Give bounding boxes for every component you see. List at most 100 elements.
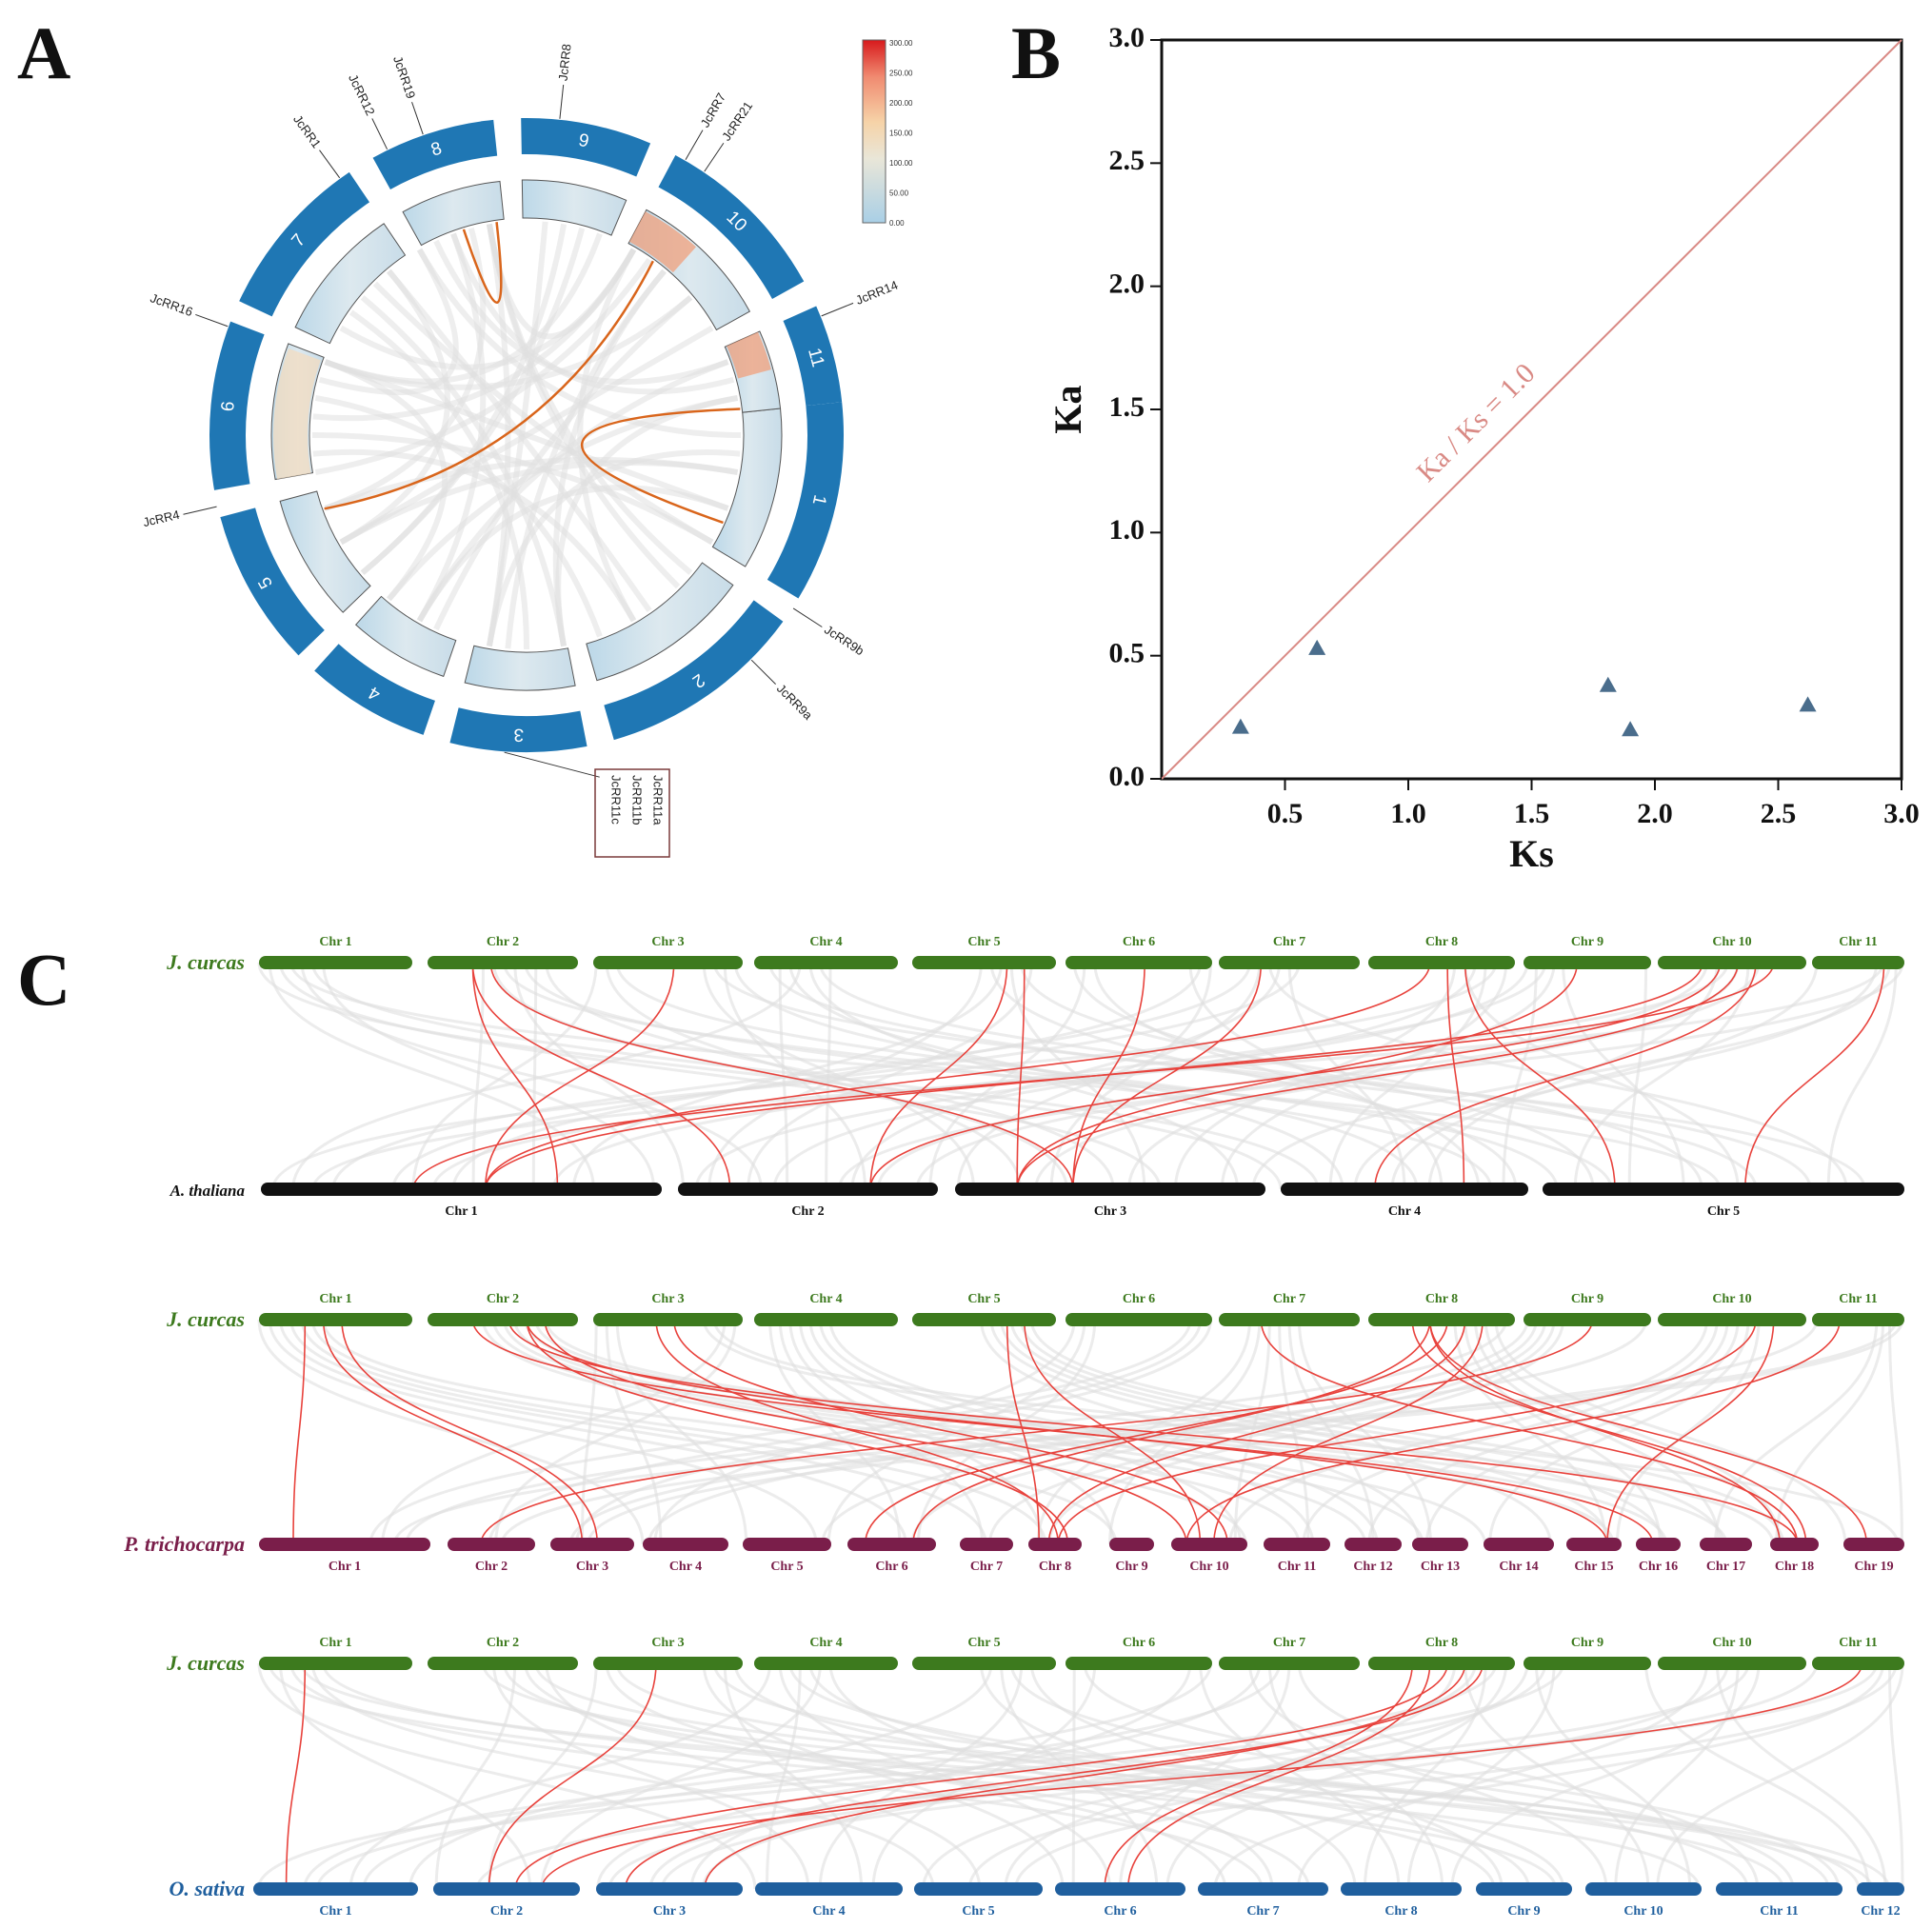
comparison-chromosome (1264, 1538, 1330, 1551)
background-link (360, 227, 586, 575)
background-link (322, 962, 656, 1190)
gene-label: JcRR8 (556, 43, 574, 81)
background-link (1614, 1662, 1740, 1890)
synteny-link (1072, 962, 1145, 1190)
background-link (1656, 1662, 1904, 1890)
duplication-link (462, 222, 503, 304)
gene-tick (371, 118, 388, 150)
gene-label: JcRR9b (822, 623, 866, 659)
jcurcas-chromosome (912, 1657, 1056, 1670)
background-link (310, 1319, 1118, 1545)
jcurcas-chr-label: Chr 1 (319, 1636, 351, 1650)
background-link (268, 962, 595, 1190)
background-link (486, 223, 511, 647)
comparison-chr-label: Chr 10 (1623, 1904, 1663, 1919)
background-link (1363, 1662, 1487, 1890)
comparison-chr-label: Chr 16 (1639, 1560, 1678, 1574)
comparison-chromosome (914, 1882, 1043, 1896)
chromosome-segment-4 (314, 644, 435, 735)
gene-tick (411, 101, 424, 135)
synteny-link (514, 1662, 1448, 1890)
jcurcas-chromosome (593, 956, 743, 969)
background-link (915, 962, 1761, 1190)
gene-label: JcRR11c (609, 775, 624, 825)
jcurcas-chromosome (259, 1657, 412, 1670)
background-link (587, 1319, 1819, 1545)
synteny-link (1213, 1319, 1484, 1545)
jcurcas-chromosome (1219, 1657, 1360, 1670)
comparison-chromosome (743, 1538, 831, 1551)
synteny-link (488, 1662, 657, 1890)
data-point (1231, 718, 1249, 734)
y-tick-label: 2.5 (1109, 145, 1145, 176)
jcurcas-chr-label: Chr 4 (809, 1292, 842, 1306)
jcurcas-chromosome (754, 1313, 898, 1326)
synteny-link (1057, 1319, 1757, 1545)
comparison-chromosome (1543, 1183, 1904, 1196)
jcurcas-chromosome (1066, 956, 1212, 969)
background-link (1287, 1319, 1375, 1545)
gene-tick (504, 751, 600, 778)
x-tick-label: 2.0 (1637, 798, 1673, 829)
jcurcas-chromosome (1368, 956, 1515, 969)
comparison-chromosome (1281, 1183, 1528, 1196)
background-link (314, 394, 603, 638)
panel-letter-a: A (17, 11, 70, 94)
y-axis-title: Ka (1046, 385, 1089, 433)
x-tick-label: 2.5 (1761, 798, 1797, 829)
background-link (322, 1662, 1702, 1890)
y-tick-label: 0.0 (1109, 761, 1145, 792)
jcurcas-chromosome (754, 1657, 898, 1670)
jcurcas-chromosome (1368, 1313, 1515, 1326)
comparison-chr-label: Chr 18 (1775, 1560, 1814, 1574)
synteny-link (1016, 962, 1579, 1190)
background-link (701, 1662, 1547, 1890)
background-link (324, 232, 603, 385)
comparison-chr-label: Chr 9 (1507, 1904, 1540, 1919)
comparison-chromosome (1636, 1538, 1681, 1551)
legend-tick-label: 100.00 (889, 159, 913, 168)
heatmap-hotspot (273, 348, 321, 480)
background-link (339, 268, 450, 546)
synteny-row-3: Chr 1 Chr 2 Chr 3 Chr 4 Chr 5 Chr 6 Chr 7 Chr 8… (166, 1636, 1904, 1919)
comparison-chr-label: Chr 8 (1384, 1904, 1417, 1919)
comparison-chromosome (1412, 1538, 1468, 1551)
comparison-chromosome (1700, 1538, 1752, 1551)
comparison-chromosome (1198, 1882, 1328, 1896)
comparison-chr-label: Chr 7 (970, 1560, 1003, 1574)
synteny-link (341, 1319, 599, 1545)
jcurcas-chr-label: Chr 9 (1571, 1636, 1603, 1650)
chromosome-segment-10 (658, 154, 805, 299)
synteny-link (1428, 1319, 1781, 1545)
comparison-chr-label: Chr 19 (1854, 1560, 1893, 1574)
y-tick-label: 0.5 (1109, 638, 1145, 669)
synteny-link (655, 1319, 1060, 1545)
comparison-chromosome (1857, 1882, 1904, 1896)
reference-line (1161, 39, 1902, 780)
jcurcas-chr-label: Chr 5 (967, 1292, 1000, 1306)
y-tick-label: 2.0 (1109, 268, 1145, 300)
legend-tick-label: 200.00 (889, 99, 913, 108)
jcurcas-chr-label: Chr 8 (1425, 1292, 1458, 1306)
jcurcas-chromosome (912, 1313, 1056, 1326)
comparison-chr-label: Chr 4 (669, 1560, 702, 1574)
synteny-link (484, 962, 1431, 1190)
jcurcas-chromosome (259, 1313, 412, 1326)
gene-tick (792, 607, 823, 627)
heatmap-track-chr-1 (711, 408, 783, 567)
synteny-link (1606, 1319, 1775, 1545)
synteny-link (1446, 962, 1465, 1190)
background-link (1887, 1662, 1904, 1890)
background-link (1029, 1662, 1504, 1890)
background-link (310, 1662, 935, 1890)
synteny-link (541, 1662, 1863, 1890)
synteny-link (1104, 1662, 1413, 1890)
jcurcas-chr-label: Chr 8 (1425, 935, 1458, 949)
legend-tick-label: 0.00 (889, 219, 905, 228)
jcurcas-chromosome (1219, 1313, 1360, 1326)
comparison-chr-label: Chr 4 (1388, 1204, 1421, 1219)
background-link (324, 456, 739, 511)
legend-tick-label: 250.00 (889, 70, 913, 78)
background-link (540, 1662, 822, 1890)
background-link (433, 295, 693, 631)
